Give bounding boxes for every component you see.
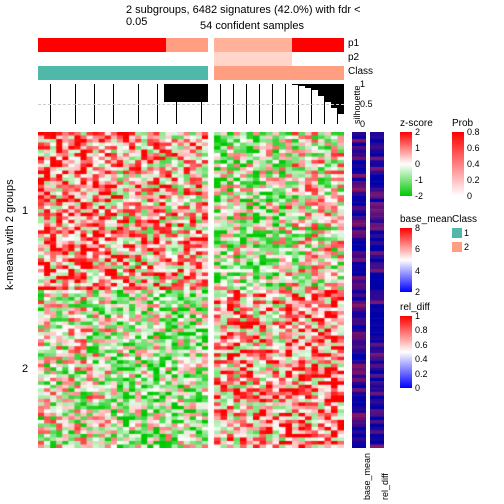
y-axis-label: k-means with 2 groups xyxy=(4,179,16,290)
rel-diff-column xyxy=(370,132,384,448)
silhouette-panel xyxy=(38,84,344,124)
heatmap xyxy=(38,132,344,448)
page-subtitle: 54 confident samples xyxy=(200,20,304,32)
p2-label: p2 xyxy=(348,52,359,63)
p1-label: p1 xyxy=(348,38,359,49)
class-label: Class xyxy=(348,66,373,77)
base-mean-column xyxy=(352,132,366,448)
